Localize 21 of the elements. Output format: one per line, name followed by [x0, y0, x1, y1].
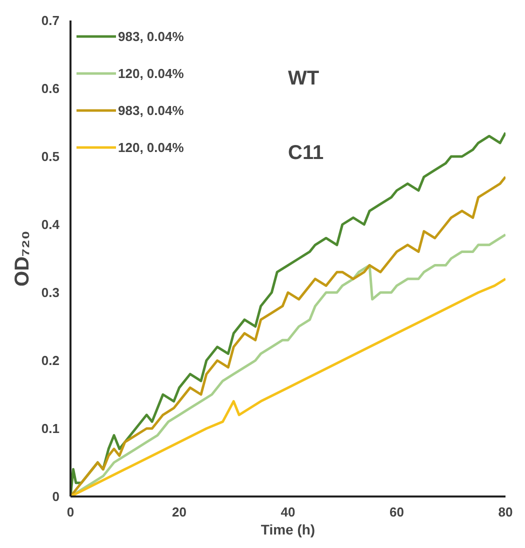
- legend-label: 120, 0.04%: [118, 66, 184, 80]
- y-tick-label: 0.4: [41, 217, 60, 232]
- x-tick-label: 60: [390, 504, 404, 520]
- y-tick-label: 0: [52, 489, 60, 504]
- x-tick-label: 80: [498, 504, 513, 520]
- x-tick-label: 40: [280, 504, 296, 520]
- y-tick-label: 0.6: [41, 81, 60, 96]
- annotation: C11: [288, 142, 324, 164]
- legend-label: 120, 0.04%: [118, 140, 184, 154]
- y-axis-title: OD₇₂₀: [11, 230, 34, 286]
- legend-label: 983, 0.04%: [118, 102, 184, 118]
- x-tick-label: 20: [172, 504, 186, 520]
- y-tick-label: 0.5: [41, 149, 60, 164]
- x-axis-title: Time (h): [260, 522, 316, 538]
- x-tick-label: 0: [66, 504, 74, 520]
- y-tick-label: 0.3: [41, 285, 60, 300]
- y-tick-label: 0.7: [41, 13, 60, 28]
- y-tick-label: 0.2: [41, 353, 60, 368]
- y-tick-label: 0.1: [41, 421, 60, 436]
- legend-label: 983, 0.04%: [118, 28, 184, 44]
- annotation: WT: [288, 67, 320, 90]
